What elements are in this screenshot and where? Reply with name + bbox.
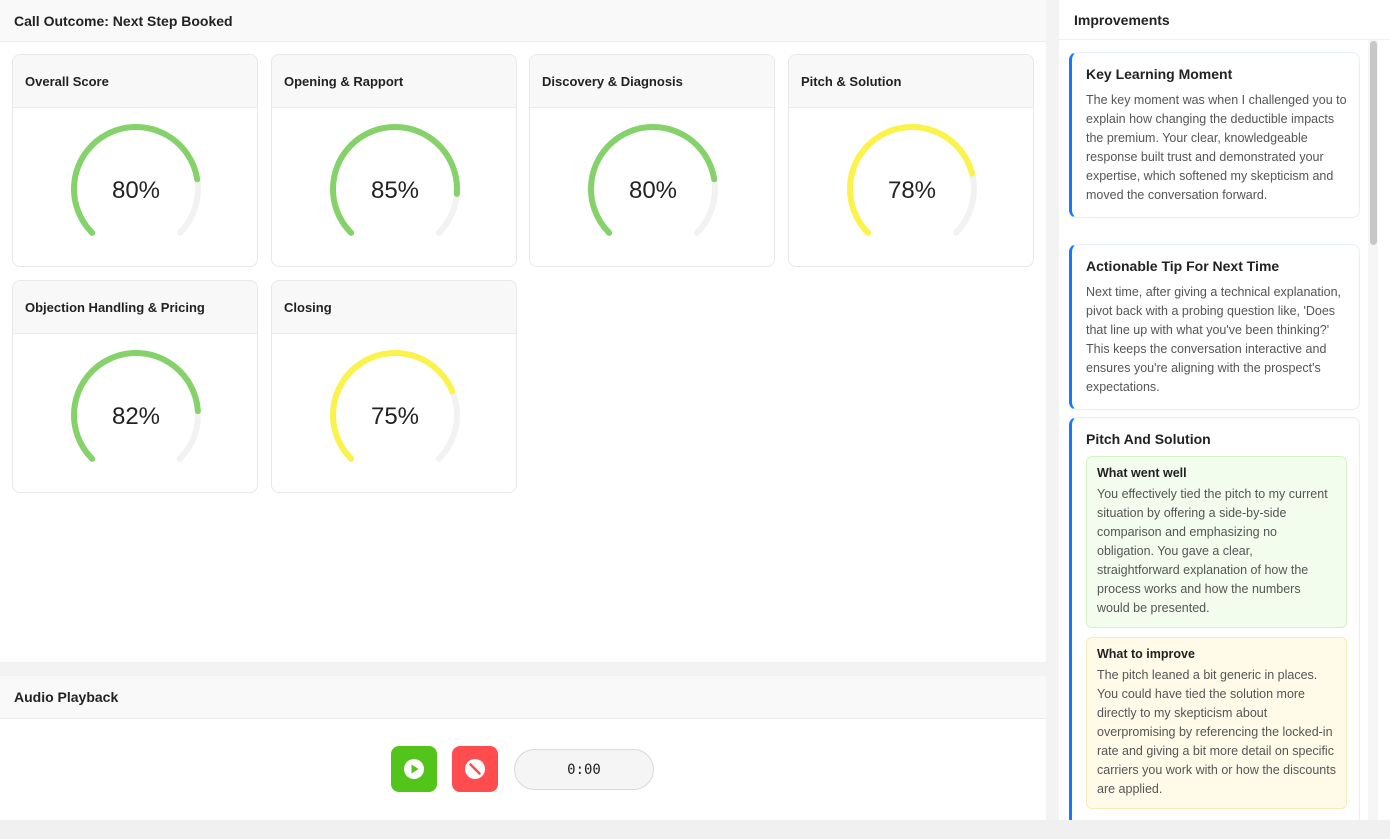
actionable-tip-card: Actionable Tip For Next Time Next time, … (1069, 244, 1360, 410)
gauge-fill (588, 124, 718, 236)
improvements-scrollbar-track[interactable] (1368, 40, 1378, 820)
gauge-value: 75% (371, 403, 419, 430)
closing-gauge: 75% (330, 350, 460, 462)
stop-button[interactable] (452, 746, 498, 792)
score-card-title: Overall Score (13, 55, 257, 108)
overall-score-gauge: 80% (71, 124, 201, 236)
play-icon (404, 759, 424, 779)
key-learning-moment-title: Key Learning Moment (1086, 66, 1233, 82)
improvements-scrollbar-thumb[interactable] (1370, 41, 1377, 245)
score-card-title: Closing (272, 281, 516, 334)
score-card-title: Discovery & Diagnosis (530, 55, 774, 108)
bottom-strip (0, 820, 1390, 839)
what-to-improve-title: What to improve (1097, 647, 1195, 661)
score-card-discovery-diagnosis: Discovery & Diagnosis 80% (529, 54, 775, 267)
opening-rapport-gauge: 85% (330, 124, 460, 236)
gauge-value: 80% (629, 177, 677, 204)
call-outcome-title: Call Outcome: Next Step Booked (0, 0, 1046, 42)
audio-playback-title: Audio Playback (0, 676, 1046, 719)
gauge-fill (330, 350, 456, 462)
score-card-closing: Closing 75% (271, 280, 517, 493)
discovery-diagnosis-gauge: 80% (588, 124, 718, 236)
play-button[interactable] (391, 746, 437, 792)
gauge-value: 85% (371, 177, 419, 204)
scores-panel: Call Outcome: Next Step Booked Overall S… (0, 0, 1046, 662)
what-to-improve-body: The pitch leaned a bit generic in places… (1097, 668, 1336, 796)
score-card-overall: Overall Score 80% (12, 54, 258, 267)
pitch-and-solution-title: Pitch And Solution (1086, 431, 1211, 447)
actionable-tip-title: Actionable Tip For Next Time (1086, 258, 1280, 274)
gauge-fill (71, 350, 201, 462)
stop-icon (465, 759, 485, 779)
what-went-well-title: What went well (1097, 466, 1187, 480)
pitch-solution-gauge: 78% (847, 124, 977, 236)
gauge-value: 82% (112, 403, 160, 430)
what-to-improve-box: What to improve The pitch leaned a bit g… (1086, 637, 1347, 809)
score-card-objection-handling: Objection Handling & Pricing 82% (12, 280, 258, 493)
playback-time: 0:00 (514, 749, 654, 790)
score-card-pitch-solution: Pitch & Solution 78% (788, 54, 1034, 267)
improvements-panel: Improvements Key Learning Moment The key… (1059, 0, 1390, 820)
gauge-fill (847, 124, 976, 236)
actionable-tip-body: Next time, after giving a technical expl… (1086, 285, 1341, 394)
pitch-and-solution-card: Pitch And Solution What went well You ef… (1069, 417, 1360, 820)
gauge-fill (71, 124, 201, 236)
objection-handling-gauge: 82% (71, 350, 201, 462)
audio-playback-panel: Audio Playback 0:00 (0, 676, 1046, 820)
score-card-opening-rapport: Opening & Rapport 85% (271, 54, 517, 267)
gauge-value: 80% (112, 177, 160, 204)
score-card-title: Pitch & Solution (789, 55, 1033, 108)
gauge-value: 78% (888, 177, 936, 204)
improvements-title: Improvements (1059, 0, 1390, 40)
gauge-fill (330, 124, 460, 236)
key-learning-moment-card: Key Learning Moment The key moment was w… (1069, 52, 1360, 218)
key-learning-moment-body: The key moment was when I challenged you… (1086, 93, 1347, 202)
score-card-title: Objection Handling & Pricing (13, 281, 257, 334)
what-went-well-body: You effectively tied the pitch to my cur… (1097, 487, 1328, 615)
score-card-title: Opening & Rapport (272, 55, 516, 108)
what-went-well-box: What went well You effectively tied the … (1086, 456, 1347, 628)
